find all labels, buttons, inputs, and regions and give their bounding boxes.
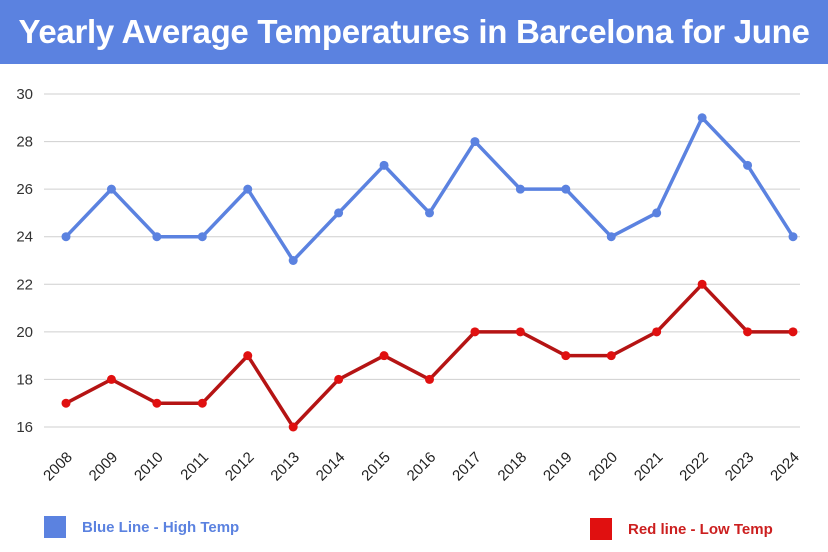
data-point bbox=[788, 232, 798, 242]
data-point bbox=[470, 327, 480, 337]
data-point bbox=[697, 113, 707, 123]
data-point bbox=[106, 184, 116, 194]
data-point bbox=[788, 327, 798, 337]
x-tick-label: 2023 bbox=[722, 449, 758, 485]
x-tick-label: 2020 bbox=[585, 449, 621, 485]
data-point bbox=[697, 279, 707, 289]
y-tick-label: 16 bbox=[16, 419, 33, 436]
y-tick-label: 28 bbox=[16, 134, 33, 151]
series-1 bbox=[61, 279, 798, 432]
y-tick-label: 30 bbox=[16, 86, 33, 103]
x-tick-label: 2021 bbox=[631, 449, 667, 485]
x-tick-label: 2013 bbox=[267, 449, 303, 485]
data-point bbox=[425, 208, 434, 218]
x-tick-label: 2010 bbox=[131, 449, 167, 485]
data-point bbox=[243, 351, 253, 361]
x-tick-label: 2024 bbox=[767, 449, 803, 485]
data-point bbox=[243, 184, 253, 194]
y-tick-label: 18 bbox=[16, 371, 33, 388]
data-point bbox=[606, 351, 616, 361]
y-tick-label: 26 bbox=[16, 181, 33, 198]
x-tick-label: 2018 bbox=[495, 449, 531, 485]
x-tick-label: 2014 bbox=[313, 449, 349, 485]
x-tick-label: 2015 bbox=[358, 449, 394, 485]
series-lines bbox=[61, 113, 798, 432]
y-tick-label: 24 bbox=[16, 229, 33, 246]
data-point bbox=[334, 374, 344, 384]
legend-item-high: Blue Line - High Temp bbox=[44, 516, 239, 538]
x-tick-label: 2017 bbox=[449, 449, 485, 485]
x-tick-label: 2009 bbox=[86, 449, 122, 485]
x-tick-label: 2008 bbox=[40, 449, 76, 485]
x-tick-label: 2012 bbox=[222, 449, 258, 485]
chart-title: Yearly Average Temperatures in Barcelona… bbox=[0, 0, 828, 64]
series-0 bbox=[61, 113, 798, 265]
x-tick-label: 2016 bbox=[404, 449, 440, 485]
data-point bbox=[561, 351, 571, 361]
y-tick-label: 22 bbox=[16, 276, 33, 293]
data-point bbox=[606, 232, 616, 242]
data-point bbox=[152, 398, 162, 408]
data-point bbox=[288, 422, 298, 432]
legend-label-low: Red line - Low Temp bbox=[628, 520, 773, 538]
y-axis-ticks: 16 18 20 22 24 26 28 30 bbox=[16, 86, 33, 436]
data-point bbox=[743, 327, 753, 337]
data-point bbox=[379, 160, 389, 170]
x-axis-ticks: 2008 2009 2010 2011 2012 2013 2014 2015 2016 2017… bbox=[40, 449, 803, 485]
data-point bbox=[61, 232, 71, 242]
data-point bbox=[425, 374, 434, 384]
data-point bbox=[470, 137, 480, 147]
data-point bbox=[652, 327, 662, 337]
data-point bbox=[515, 184, 525, 194]
legend-item-low: Red line - Low Temp bbox=[590, 518, 773, 540]
data-point bbox=[197, 398, 207, 408]
data-point bbox=[197, 232, 207, 242]
x-tick-label: 2011 bbox=[177, 449, 212, 484]
data-point bbox=[61, 398, 71, 408]
data-point bbox=[652, 208, 662, 218]
series-line-1 bbox=[64, 282, 795, 429]
data-point bbox=[288, 256, 298, 265]
data-point bbox=[152, 232, 162, 242]
data-point bbox=[106, 374, 116, 384]
x-tick-label: 2022 bbox=[676, 449, 712, 485]
data-point bbox=[379, 351, 389, 361]
data-point bbox=[515, 327, 525, 337]
y-tick-label: 20 bbox=[16, 324, 33, 341]
data-point bbox=[561, 184, 571, 194]
x-tick-label: 2019 bbox=[540, 449, 576, 485]
legend-swatch-high bbox=[44, 516, 66, 538]
legend-label-high: Blue Line - High Temp bbox=[82, 518, 240, 536]
legend-swatch-low bbox=[590, 518, 612, 540]
data-point bbox=[743, 160, 753, 170]
data-point bbox=[334, 208, 344, 218]
